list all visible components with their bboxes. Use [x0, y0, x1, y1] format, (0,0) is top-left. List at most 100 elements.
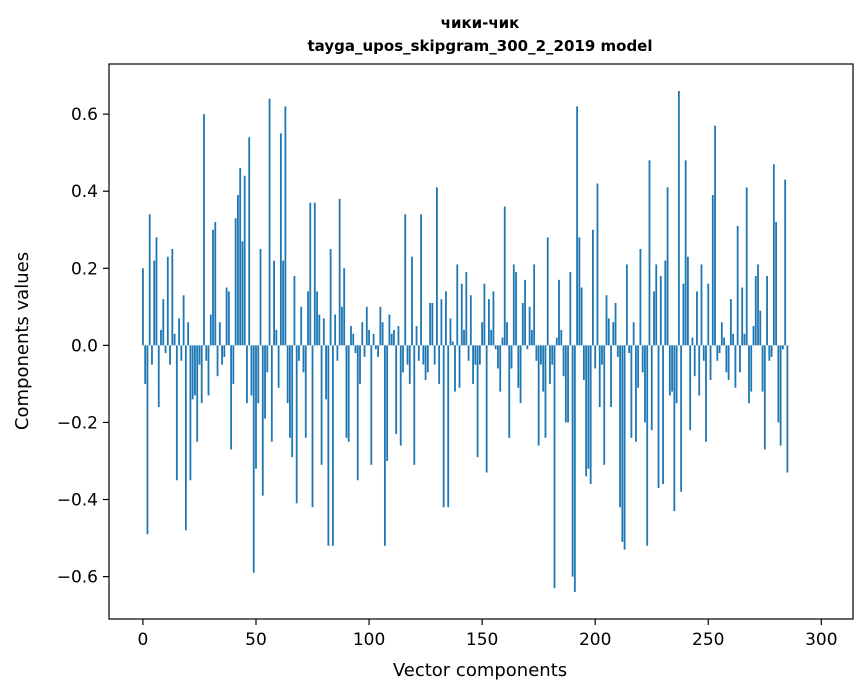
y-axis-ticks: −0.6 −0.4 −0.2 0.0 0.2 0.4 0.6	[57, 105, 109, 588]
bar-225	[650, 345, 653, 431]
bar-24	[196, 345, 199, 442]
bar-93	[352, 333, 355, 346]
bar-111	[393, 329, 395, 346]
bar-38	[227, 291, 230, 346]
bar-194	[580, 287, 583, 346]
x-tick-label: 300	[805, 630, 837, 650]
bar-141	[460, 283, 463, 346]
bar-272	[757, 264, 759, 346]
bar-244	[693, 345, 696, 377]
bar-191	[573, 345, 576, 593]
bar-97	[361, 322, 364, 346]
bar-137	[451, 341, 454, 346]
bar-259	[727, 345, 730, 381]
x-tick-label: 200	[579, 630, 611, 650]
bar-139	[456, 264, 459, 346]
bar-198	[589, 345, 592, 485]
bar-268	[748, 345, 750, 404]
bar-181	[551, 345, 554, 365]
bar-81	[325, 345, 327, 400]
bar-281	[777, 345, 780, 423]
bar-209	[614, 302, 617, 346]
bar-229	[659, 275, 662, 346]
bar-190	[571, 345, 574, 577]
bar-119	[411, 256, 413, 346]
bar-100	[368, 329, 370, 346]
bar-163	[510, 345, 513, 369]
bar-75	[311, 345, 314, 508]
bar-270	[752, 326, 755, 346]
bar-85	[334, 314, 337, 346]
bar-257	[723, 337, 726, 346]
bar-112	[395, 345, 398, 434]
bar-27	[203, 114, 205, 346]
bar-76	[313, 202, 316, 346]
bar-204	[603, 345, 606, 465]
bar-45	[243, 175, 246, 346]
bar-67	[293, 275, 296, 346]
bar-73	[307, 291, 309, 346]
bar-155	[492, 291, 495, 346]
bar-71	[302, 345, 305, 373]
bar-28	[205, 345, 208, 361]
bar-55	[266, 345, 269, 373]
bar-201	[596, 183, 599, 346]
bar-68	[295, 345, 298, 504]
bar-146	[472, 345, 474, 384]
y-tick-label: 0.2	[71, 259, 98, 279]
bar-208	[612, 322, 615, 346]
bar-106	[381, 322, 384, 346]
bar-248	[702, 345, 705, 361]
bar-283	[781, 345, 784, 350]
x-tick-label: 150	[466, 630, 498, 650]
bar-223	[646, 345, 649, 546]
bar-19	[184, 345, 187, 531]
bar-145	[469, 295, 472, 346]
bar-118	[408, 345, 411, 384]
bar-193	[578, 237, 581, 346]
bar-253	[714, 125, 716, 346]
y-axis-label: Components values	[12, 252, 33, 430]
bar-8	[160, 329, 162, 346]
bar-237	[677, 90, 680, 346]
bar-166	[517, 345, 520, 388]
bar-58	[273, 260, 275, 346]
bar-188	[567, 345, 569, 423]
bar-226	[653, 291, 655, 346]
bar-160	[503, 206, 506, 346]
bar-84	[331, 345, 334, 546]
bar-214	[625, 264, 628, 346]
bar-22	[191, 345, 194, 400]
bar-252	[711, 195, 714, 346]
x-tick-label: 0	[138, 630, 149, 650]
bar-200	[594, 345, 597, 369]
bar-41	[234, 218, 237, 346]
bar-39	[230, 345, 233, 450]
bar-159	[501, 337, 504, 346]
bar-79	[320, 345, 323, 465]
bar-113	[397, 326, 400, 346]
bar-256	[720, 322, 723, 346]
bar-60	[277, 345, 280, 388]
bar-207	[610, 345, 612, 408]
bar-36	[223, 345, 226, 357]
chart-subtitle: tayga_upos_skipgram_300_2_2019 model	[308, 37, 653, 55]
bar-161	[506, 322, 508, 346]
bar-101	[370, 345, 373, 465]
bar-102	[372, 333, 375, 346]
bar-157	[497, 345, 499, 369]
bar-156	[494, 345, 497, 350]
bar-65	[289, 345, 291, 438]
bar-78	[318, 314, 321, 346]
bar-144	[467, 345, 470, 361]
bar-131	[438, 345, 441, 384]
bar-59	[275, 329, 278, 346]
bar-278	[770, 345, 773, 357]
bar-262	[734, 345, 737, 388]
bar-242	[689, 345, 692, 431]
bar-11	[166, 256, 169, 346]
bar-218	[635, 345, 637, 442]
bar-40	[232, 345, 235, 384]
